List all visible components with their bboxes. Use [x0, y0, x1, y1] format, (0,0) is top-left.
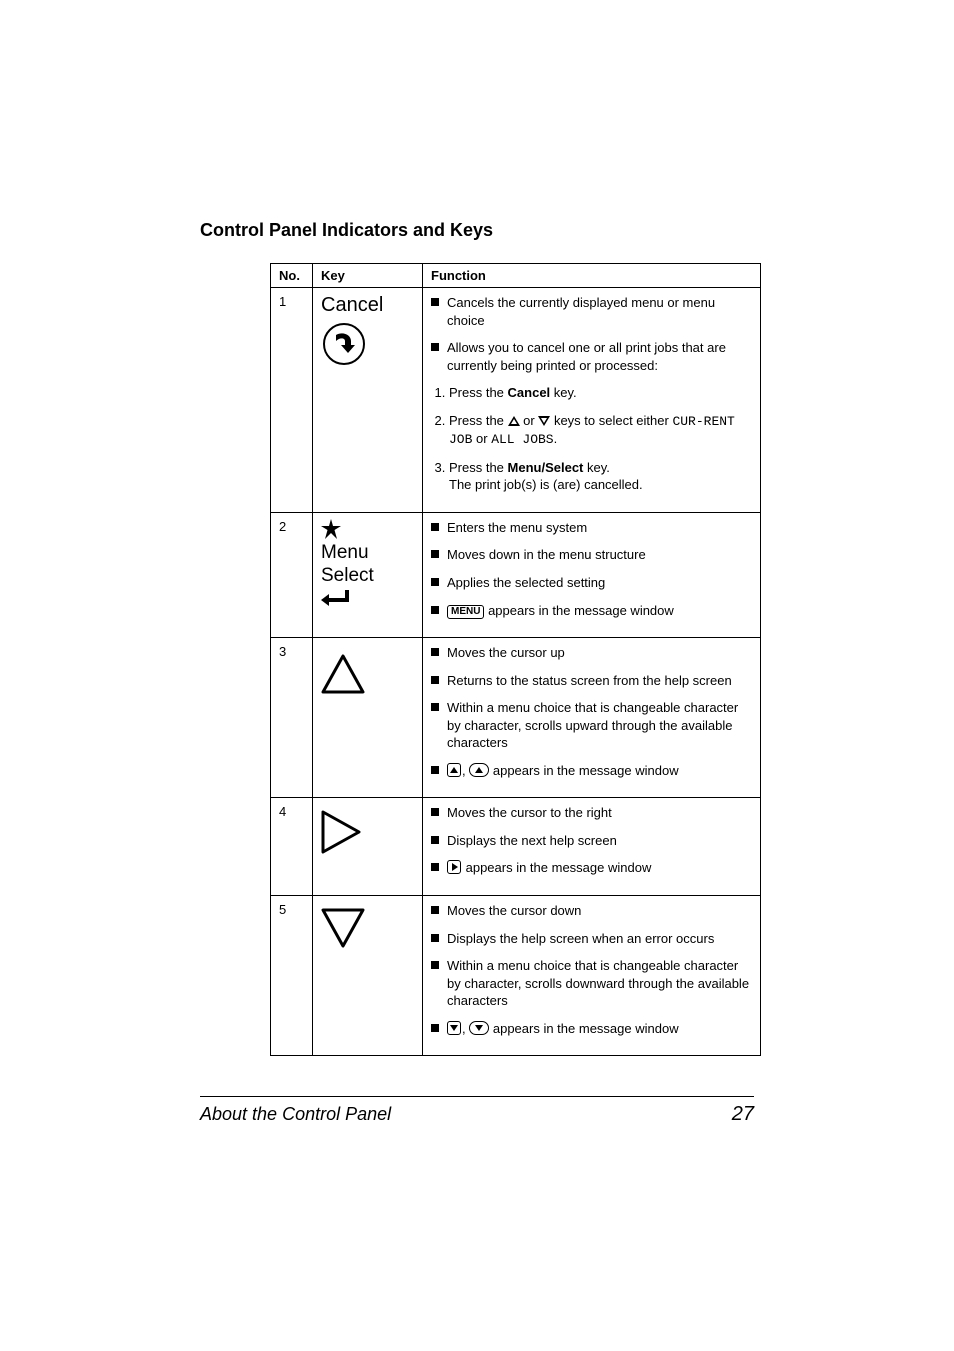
row-key-cell: Menu Select: [313, 512, 423, 637]
function-step: Press the or keys to select either CUR-R…: [449, 412, 752, 449]
function-item: Within a menu choice that is changeable …: [431, 699, 752, 752]
col-header-key: Key: [313, 264, 423, 288]
cancel-icon: [321, 321, 367, 367]
function-item: Displays the next help screen: [431, 832, 752, 850]
up-arrow-oval-icon: [469, 763, 489, 777]
table-row: 1 Cancel Cancels the currently displayed…: [271, 288, 761, 513]
section-title: Control Panel Indicators and Keys: [200, 220, 754, 241]
function-item: Within a menu choice that is changeable …: [431, 957, 752, 1010]
function-item: , appears in the message window: [431, 1020, 752, 1038]
table-row: 3 Moves the cursor up Returns to the sta…: [271, 638, 761, 798]
down-arrow-oval-icon: [469, 1021, 489, 1035]
row-key-cell: [313, 798, 423, 896]
row-no: 2: [271, 512, 313, 637]
row-key-cell: Cancel: [313, 288, 423, 513]
col-header-function: Function: [423, 264, 761, 288]
up-arrow-key-icon: [321, 654, 365, 694]
function-item: , appears in the message window: [431, 762, 752, 780]
row-function-cell: Moves the cursor down Displays the help …: [423, 896, 761, 1056]
function-item: Moves the cursor up: [431, 644, 752, 662]
function-item: appears in the message window: [431, 859, 752, 877]
table-row: 5 Moves the cursor down Displays the hel…: [271, 896, 761, 1056]
menu-key-label-line1: Menu: [321, 542, 414, 565]
function-item: Allows you to cancel one or all print jo…: [431, 339, 752, 374]
row-no: 3: [271, 638, 313, 798]
page-container: Control Panel Indicators and Keys No. Ke…: [0, 0, 954, 1206]
menu-key-label-line2: Select: [321, 565, 414, 588]
row-function-cell: Enters the menu system Moves down in the…: [423, 512, 761, 637]
function-item: Cancels the currently displayed menu or …: [431, 294, 752, 329]
row-function-cell: Cancels the currently displayed menu or …: [423, 288, 761, 513]
up-arrow-icon: [508, 416, 520, 426]
down-arrow-key-icon: [321, 908, 365, 948]
right-arrow-key-icon: [321, 810, 361, 854]
up-arrow-boxed-icon: [447, 763, 461, 777]
function-item: Moves down in the menu structure: [431, 546, 752, 564]
row-no: 4: [271, 798, 313, 896]
function-item: Applies the selected setting: [431, 574, 752, 592]
page-footer: About the Control Panel 27: [200, 1103, 754, 1126]
right-arrow-boxed-icon: [447, 860, 461, 874]
row-function-cell: Moves the cursor to the right Displays t…: [423, 798, 761, 896]
menu-box-icon: MENU: [447, 605, 484, 619]
function-step: Press the Menu/Select key. The print job…: [449, 459, 752, 494]
row-function-cell: Moves the cursor up Returns to the statu…: [423, 638, 761, 798]
footer-title: About the Control Panel: [200, 1104, 391, 1125]
function-item: Returns to the status screen from the he…: [431, 672, 752, 690]
function-item: Enters the menu system: [431, 519, 752, 537]
row-key-cell: [313, 638, 423, 798]
footer-rule: [200, 1096, 754, 1097]
down-arrow-icon: [538, 416, 550, 426]
function-item: Moves the cursor down: [431, 902, 752, 920]
row-key-cell: [313, 896, 423, 1056]
col-header-no: No.: [271, 264, 313, 288]
row-no: 5: [271, 896, 313, 1056]
table-row: 2 Menu Select Enters the menu system Mov…: [271, 512, 761, 637]
table-header-row: No. Key Function: [271, 264, 761, 288]
table-row: 4 Moves the cursor to the right Displays…: [271, 798, 761, 896]
function-item: Displays the help screen when an error o…: [431, 930, 752, 948]
page-number: 27: [732, 1103, 754, 1126]
row-no: 1: [271, 288, 313, 513]
function-step: Press the Cancel key.: [449, 384, 752, 402]
function-item: Moves the cursor to the right: [431, 804, 752, 822]
star-icon: [321, 519, 341, 539]
cancel-key-label: Cancel: [321, 294, 414, 317]
function-item: MENU appears in the message window: [431, 602, 752, 620]
enter-icon: [321, 590, 349, 608]
control-panel-table: No. Key Function 1 Cancel Cancels th: [270, 263, 761, 1056]
down-arrow-boxed-icon: [447, 1021, 461, 1035]
